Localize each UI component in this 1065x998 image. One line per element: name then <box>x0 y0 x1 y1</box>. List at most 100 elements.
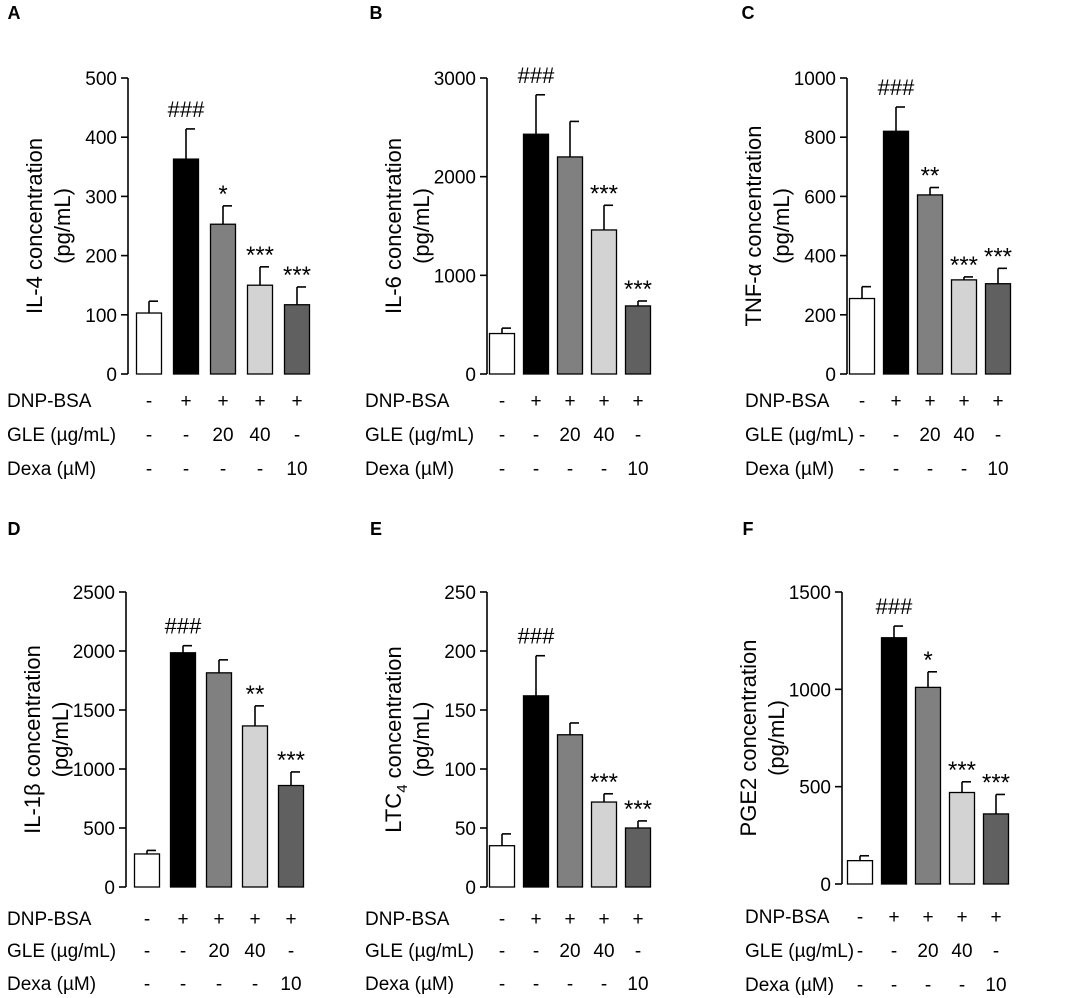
y-tick-label: 1000 <box>789 680 831 701</box>
bar <box>169 652 197 888</box>
y-axis-label-line2: (pg/mL) <box>48 702 73 778</box>
row-label-dexa: Dexa (µM) <box>7 459 96 480</box>
row-value-dexa: 10 <box>987 459 1008 480</box>
y-tick-label: 50 <box>455 819 476 840</box>
significance-label: *** <box>624 276 652 303</box>
row-value-dnp: + <box>291 391 302 412</box>
row-value-dnp: + <box>177 909 188 930</box>
row-value-dexa: - <box>216 974 222 995</box>
bar <box>135 312 163 375</box>
row-value-gle: 20 <box>559 941 580 962</box>
row-value-gle: 40 <box>244 941 265 962</box>
row-value-gle: - <box>146 425 152 446</box>
row-value-dnp: + <box>990 907 1001 928</box>
significance-label: ### <box>518 624 555 649</box>
y-tick-label: 800 <box>804 128 836 149</box>
bar <box>948 791 976 885</box>
row-value-gle: - <box>288 941 294 962</box>
y-tick-label: 1000 <box>73 760 115 781</box>
y-tick-label: 1000 <box>794 69 836 90</box>
significance-label: *** <box>283 262 311 289</box>
bar <box>277 784 305 888</box>
row-label-dexa: Dexa (µM) <box>365 459 454 480</box>
y-tick-label: 400 <box>85 128 117 149</box>
bar <box>880 637 908 885</box>
row-label-dnp: DNP-BSA <box>7 909 92 930</box>
panel-letter: B <box>370 3 383 23</box>
row-value-gle: 40 <box>953 425 974 446</box>
row-value-dnp: + <box>254 391 265 412</box>
y-axis-label: IL-4 concentration (pg/mL) <box>22 138 75 314</box>
row-label-dexa: Dexa (µM) <box>7 974 96 995</box>
row-value-dexa: - <box>925 975 931 996</box>
bar <box>556 156 584 375</box>
row-label-dnp: DNP-BSA <box>365 909 450 930</box>
y-axis-label-line2: (pg/mL) <box>764 700 789 776</box>
row-value-dnp: - <box>144 909 150 930</box>
row-value-dnp: + <box>632 391 643 412</box>
bar <box>283 304 311 375</box>
row-value-dexa: - <box>893 459 899 480</box>
row-value-gle: - <box>635 425 641 446</box>
panel-a: A 0 100 200 300 400 500 IL-4 concentration (pg/m… <box>7 3 311 480</box>
row-value-dnp: + <box>632 909 643 930</box>
row-value-gle: 20 <box>919 425 940 446</box>
row-value-gle: - <box>893 425 899 446</box>
y-axis-label-line1: IL-4 concentration <box>22 138 47 314</box>
row-label-gle: GLE (µg/mL) <box>365 425 474 446</box>
panel-f: F 0 500 1000 1500 PGE2 concentration (pg/mL) ##… <box>736 519 1010 996</box>
y-tick-label: 150 <box>444 701 476 722</box>
row-value-gle: - <box>995 425 1001 446</box>
bar <box>246 284 274 375</box>
row-value-dnp: + <box>956 907 967 928</box>
y-axis-label-line1: IL-6 concentration <box>381 138 406 314</box>
row-label-gle: GLE (µg/mL) <box>745 941 854 962</box>
row-value-dexa: - <box>533 459 539 480</box>
row-value-gle: - <box>891 941 897 962</box>
panel-letter: C <box>742 3 755 23</box>
y-tick-label: 1500 <box>789 583 831 604</box>
y-tick-label: 1000 <box>434 266 476 287</box>
panel-letter: D <box>8 519 21 539</box>
y-axis-label: LTC4 concentration (pg/mL) <box>381 646 434 832</box>
row-value-dnp: + <box>598 391 609 412</box>
row-value-dnp: + <box>213 909 224 930</box>
bar <box>950 279 978 375</box>
significance-label: ### <box>168 97 205 122</box>
bar <box>205 672 233 888</box>
row-value-dexa: - <box>533 974 539 995</box>
row-value-dnp: + <box>530 909 541 930</box>
bar <box>209 223 237 375</box>
y-tick-label: 250 <box>444 583 476 604</box>
y-tick-label: 100 <box>444 760 476 781</box>
bar <box>522 695 550 888</box>
row-value-dexa: - <box>146 459 152 480</box>
row-value-dexa: - <box>252 974 258 995</box>
row-value-gle: - <box>859 425 865 446</box>
row-value-dexa: - <box>959 975 965 996</box>
bar <box>984 283 1012 375</box>
row-value-gle: - <box>499 425 505 446</box>
bar <box>624 827 652 888</box>
row-value-gle: 40 <box>593 941 614 962</box>
row-label-gle: GLE (µg/mL) <box>7 425 116 446</box>
y-tick-label: 2000 <box>73 642 115 663</box>
row-value-dnp: + <box>564 909 575 930</box>
significance-label: *** <box>277 747 305 774</box>
y-tick-label: 0 <box>106 365 117 386</box>
row-value-dnp: + <box>564 391 575 412</box>
y-axis-label-line2: (pg/mL) <box>50 188 75 264</box>
significance-label: * <box>218 181 227 208</box>
y-axis-label-line1: LTC4 concentration <box>381 646 411 832</box>
significance-label: *** <box>590 180 618 207</box>
significance-label: *** <box>948 757 976 784</box>
row-label-dexa: Dexa (µM) <box>745 459 834 480</box>
row-value-dnp: + <box>530 391 541 412</box>
row-label-gle: GLE (µg/mL) <box>7 941 116 962</box>
y-tick-label: 2500 <box>73 583 115 604</box>
row-value-dexa: 10 <box>985 975 1006 996</box>
row-value-dexa: 10 <box>280 974 301 995</box>
significance-label: *** <box>982 769 1010 796</box>
bar <box>916 194 944 375</box>
row-value-gle: - <box>294 425 300 446</box>
